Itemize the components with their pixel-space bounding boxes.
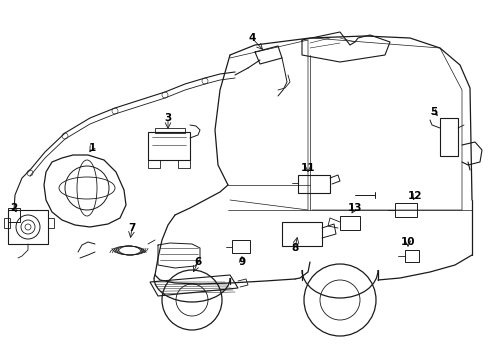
Bar — [404, 250, 418, 262]
Text: 13: 13 — [347, 203, 362, 213]
Text: 3: 3 — [164, 113, 171, 123]
Bar — [4, 218, 10, 228]
Bar — [178, 160, 190, 168]
Text: 9: 9 — [238, 257, 245, 267]
Bar — [339, 216, 359, 230]
Bar — [148, 132, 190, 160]
Bar — [48, 218, 54, 228]
Bar — [231, 240, 249, 253]
Text: 5: 5 — [429, 107, 437, 117]
Text: 11: 11 — [300, 163, 315, 173]
Bar — [8, 210, 48, 244]
Text: 2: 2 — [10, 203, 18, 213]
Bar — [439, 118, 457, 156]
Text: 1: 1 — [88, 143, 96, 153]
Text: 8: 8 — [291, 243, 298, 253]
Text: 6: 6 — [194, 257, 201, 267]
Bar — [297, 175, 329, 193]
Bar — [282, 222, 321, 246]
Bar — [148, 160, 160, 168]
Bar — [8, 208, 20, 222]
Bar — [394, 203, 416, 217]
Text: 4: 4 — [248, 33, 255, 43]
Text: 7: 7 — [128, 223, 135, 233]
Text: 10: 10 — [400, 237, 414, 247]
Bar — [155, 128, 184, 133]
Text: 12: 12 — [407, 191, 421, 201]
